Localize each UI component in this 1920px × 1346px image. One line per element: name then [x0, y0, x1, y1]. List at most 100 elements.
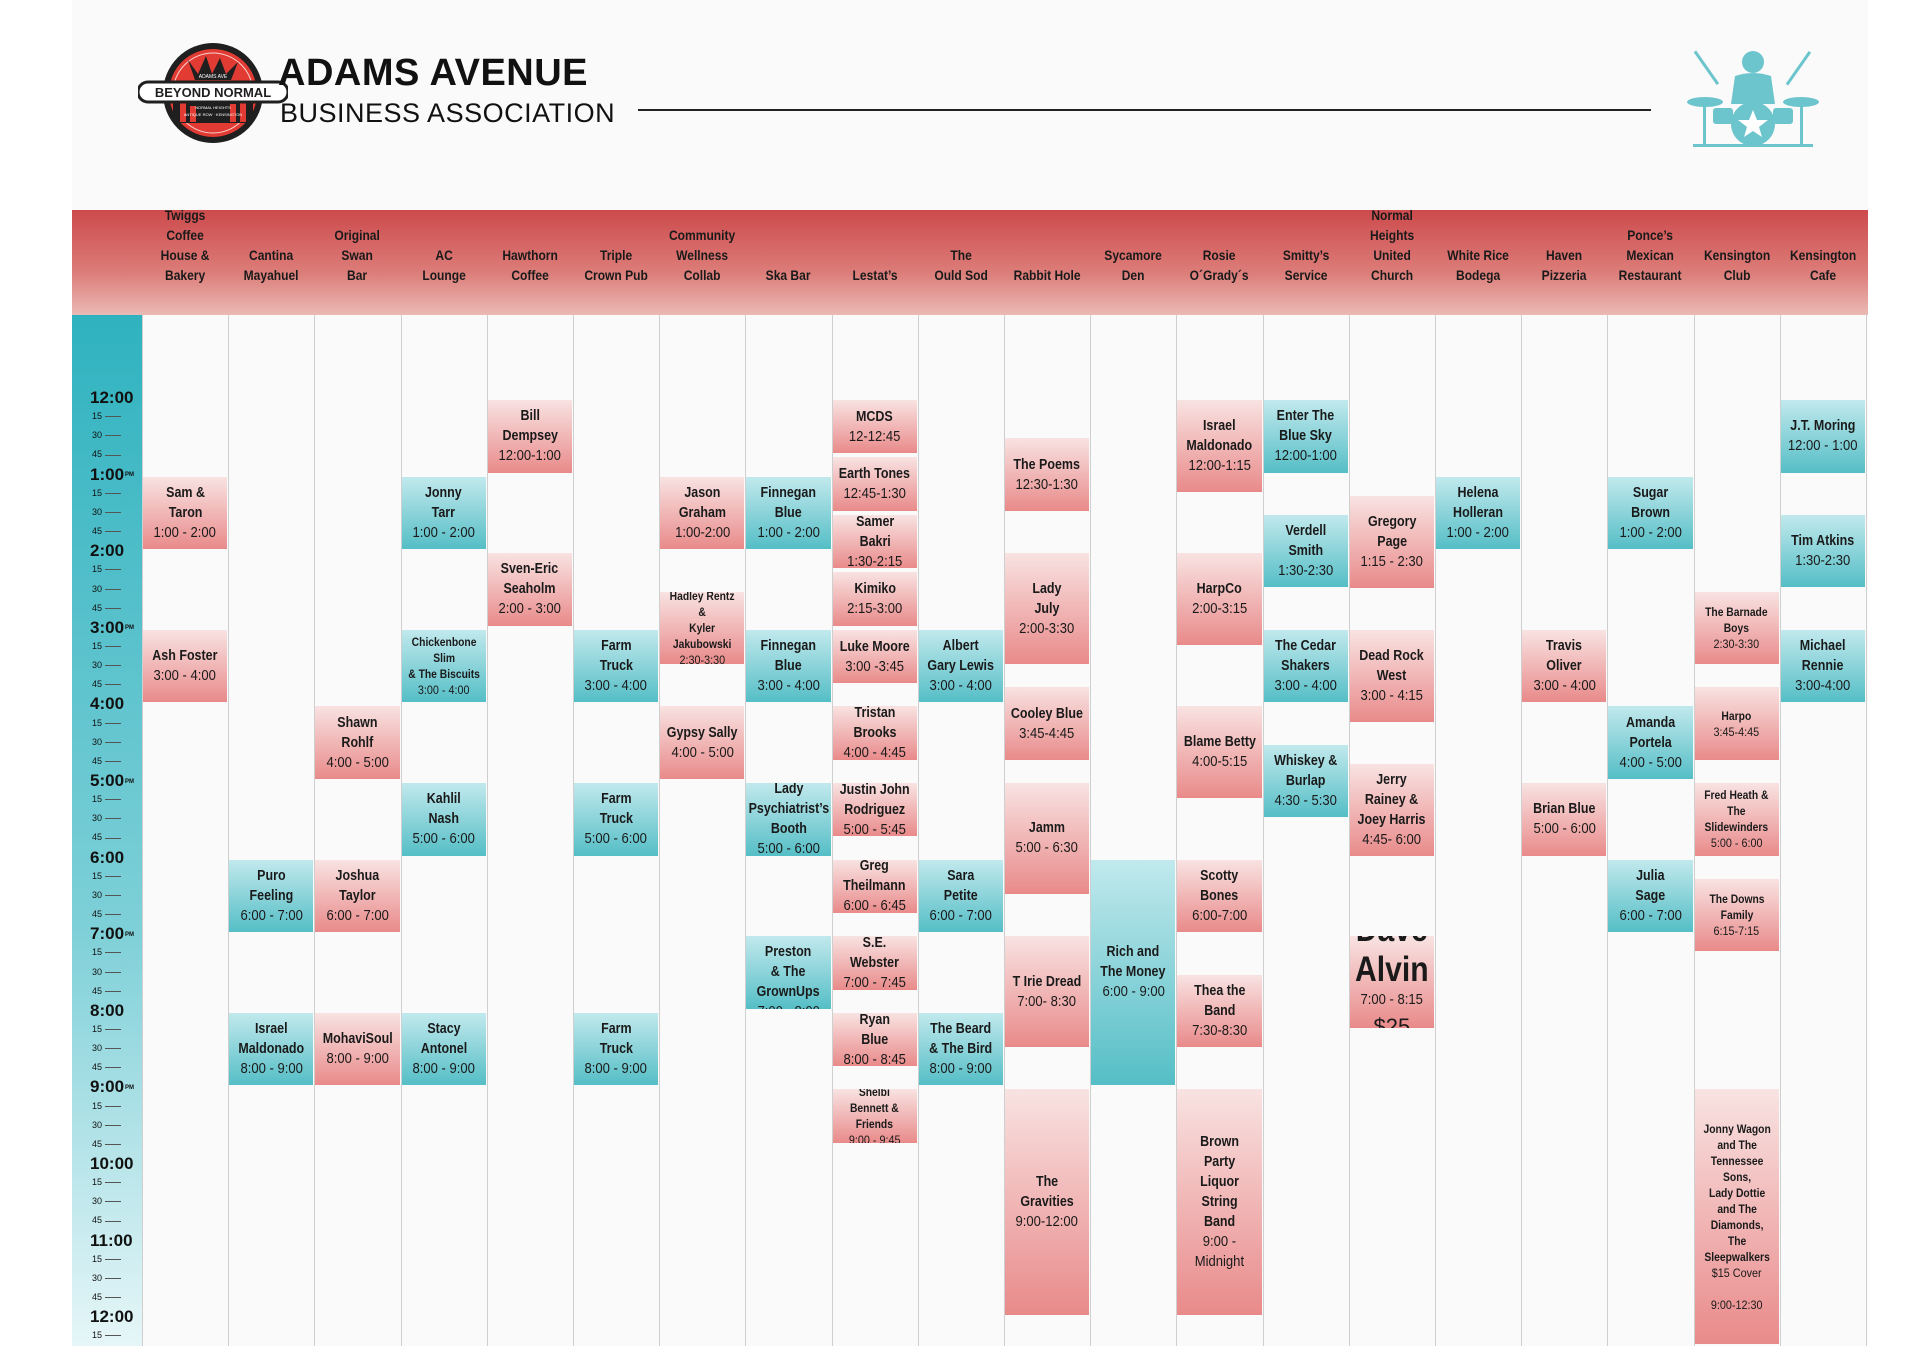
event-whiskey-burlap[interactable]: Whiskey & Burlap 4:30 - 5:30 [1263, 744, 1348, 818]
event-farm-truck[interactable]: Farm Truck 3:00 - 4:00 [574, 629, 659, 703]
event-time: 8:00 - 9:00 [240, 1061, 303, 1078]
event-performer: Verdell Smith [1285, 523, 1327, 560]
event-brian-blue[interactable]: Brian Blue 5:00 - 6:00 [1522, 783, 1607, 856]
pm-marker: PM [125, 931, 135, 938]
venue-header-the-ould-sod: The Ould Sod [934, 247, 988, 283]
venue-header-ska-bar: Ska Bar [766, 267, 811, 283]
event-finnegan-blue[interactable]: Finnegan Blue 1:00 - 2:00 [746, 476, 831, 550]
event-brown-party-liquor-string-band[interactable]: Brown Party Liquor String Band 9:00 - Mid… [1177, 1089, 1262, 1316]
quarter-tick: 45 [92, 756, 132, 766]
event-israel-maldonado[interactable]: Israel Maldonado 8:00 - 9:00 [229, 1012, 314, 1086]
event-sara-petite[interactable]: Sara Petite 6:00 - 7:00 [918, 859, 1003, 933]
event-time: 1:00-2:00 [674, 524, 730, 541]
event-thea-the-band[interactable]: Thea the Band 7:30-8:30 [1177, 974, 1262, 1048]
event-kimiko[interactable]: Kimiko 2:15-3:00 [832, 572, 917, 626]
event-sam-taron[interactable]: Sam & Taron 1:00 - 2:00 [143, 476, 228, 550]
event-dead-rock-west[interactable]: Dead Rock West 3:00 - 4:15 [1349, 629, 1434, 722]
event-mcds[interactable]: MCDS 12-12:45 [832, 400, 917, 454]
event-lady-psychiatrist-s-booth[interactable]: Lady Psychiatrist’s Booth 5:00 - 6:00 [746, 783, 831, 856]
event-scotty-bones[interactable]: Scotty Bones 6:00-7:00 [1177, 859, 1262, 933]
event-helena-holleran[interactable]: Helena Holleran 1:00 - 2:00 [1436, 476, 1521, 550]
event-albert-gary-lewis[interactable]: Albert Gary Lewis 3:00 - 4:00 [918, 629, 1003, 703]
event-tristan-brooks[interactable]: Tristan Brooks 4:00 - 4:45 [832, 706, 917, 760]
event-performer: The Barnade Boys [1705, 604, 1768, 635]
event-justin-john-rodriguez[interactable]: Justin John Rodriguez 5:00 - 5:45 [832, 783, 917, 837]
quarter-tick: 45 [92, 1292, 132, 1302]
event-cooley-blue[interactable]: Cooley Blue 3:45-4:45 [1005, 687, 1090, 760]
event-shawn-rohlf[interactable]: Shawn Rohlf 4:00 - 5:00 [315, 706, 400, 779]
event-performer: Whiskey & Burlap [1274, 752, 1338, 789]
event-jerry-rainey-joey-harris[interactable]: Jerry Rainey & Joey Harris 4:45- 6:00 [1349, 763, 1434, 856]
event-time: 6:00 - 7:00 [240, 907, 303, 924]
event-greg-theilmann[interactable]: Greg Theilmann 6:00 - 6:45 [832, 859, 917, 914]
event-tim-atkins[interactable]: Tim Atkins 1:30-2:30 [1780, 514, 1865, 588]
event-finnegan-blue[interactable]: Finnegan Blue 3:00 - 4:00 [746, 629, 831, 703]
event-s-e-webster[interactable]: S.E. Webster 7:00 - 7:45 [832, 936, 917, 990]
event-fred-heath-the-slidewinders[interactable]: Fred Heath & The Slidewinders 5:00 - 6:00 [1694, 783, 1779, 856]
event-israel-maldonado[interactable]: Israel Maldonado 12:00-1:15 [1177, 400, 1262, 492]
event-ash-foster[interactable]: Ash Foster 3:00 - 4:00 [143, 629, 228, 703]
event-the-cedar-shakers[interactable]: The Cedar Shakers 3:00 - 4:00 [1263, 629, 1348, 703]
event-t-irie-dread[interactable]: T Irie Dread 7:00- 8:30 [1005, 936, 1090, 1048]
event-harpo[interactable]: Harpo 3:45-4:45 [1694, 687, 1779, 760]
event-jonny-tarr[interactable]: Jonny Tarr 1:00 - 2:00 [401, 476, 486, 550]
event-travis-oliver[interactable]: Travis Oliver 3:00 - 4:00 [1522, 629, 1607, 703]
event-hadley-rentz-kyler-jakubowski[interactable]: Hadley Rentz & Kyler Jakubowski 2:30-3:30 [660, 591, 745, 665]
event-farm-truck[interactable]: Farm Truck 8:00 - 9:00 [574, 1012, 659, 1086]
event-mohavisoul[interactable]: MohaviSoul 8:00 - 9:00 [315, 1012, 400, 1086]
quarter-tick: 30 [92, 584, 132, 594]
event-jonny-wagon-and-the-tennessee-sons-lady-dottie-and-the-diamonds-the-sleepwalkers[interactable]: Jonny Wagon and The Tennessee Sons, Lady… [1694, 1089, 1779, 1344]
event-sugar-brown[interactable]: Sugar Brown 1:00 - 2:00 [1608, 476, 1693, 550]
event-samer-bakri[interactable]: Samer Bakri 1:30-2:15 [832, 514, 917, 569]
event-the-beard-the-bird[interactable]: The Beard & The Bird 8:00 - 9:00 [918, 1012, 1003, 1086]
event-the-poems[interactable]: The Poems 12:30-1:30 [1005, 438, 1090, 511]
event-julia-sage[interactable]: Julia Sage 6:00 - 7:00 [1608, 859, 1693, 933]
event-blame-betty[interactable]: Blame Betty 4:00-5:15 [1177, 706, 1262, 799]
event-j-t-moring[interactable]: J.T. Moring 12:00 - 1:00 [1780, 400, 1865, 473]
event-performer: Enter The Blue Sky [1276, 408, 1335, 445]
event-ryan-blue[interactable]: Ryan Blue 8:00 - 8:45 [832, 1012, 917, 1067]
event-shelbi-bennett-friends[interactable]: Shelbi Bennett & Friends 9:00 - 9:45 [832, 1089, 917, 1143]
event-sven-eric-seaholm[interactable]: Sven-Eric Seaholm 2:00 - 3:00 [487, 553, 572, 626]
event-jason-graham[interactable]: Jason Graham 1:00-2:00 [660, 476, 745, 550]
event-chickenbone-slim-the-biscuits[interactable]: Chickenbone Slim & The Biscuits 3:00 - 4:… [401, 629, 486, 703]
event-bill-dempsey[interactable]: Bill Dempsey 12:00-1:00 [487, 400, 572, 473]
event-earth-tones[interactable]: Earth Tones 12:45-1:30 [832, 457, 917, 511]
event-the-gravities[interactable]: The Gravities 9:00-12:00 [1005, 1089, 1090, 1316]
event-time: 6:15-7:15 [1713, 924, 1760, 939]
event-lady-july[interactable]: Lady July 2:00-3:30 [1005, 553, 1090, 665]
event-kahlil-nash[interactable]: Kahlil Nash 5:00 - 6:00 [401, 783, 486, 856]
event-luke-moore[interactable]: Luke Moore 3:00 -3:45 [832, 629, 917, 684]
event-stacy-antonel[interactable]: Stacy Antonel 8:00 - 9:00 [401, 1012, 486, 1086]
quarter-tick: 15 [92, 1330, 132, 1340]
event-verdell-smith[interactable]: Verdell Smith 1:30-2:30 [1263, 514, 1348, 588]
event-time: 1:00 - 2:00 [1619, 524, 1682, 541]
event-the-barnade-boys[interactable]: The Barnade Boys 2:30-3:30 [1694, 591, 1779, 665]
event-enter-the-blue-sky[interactable]: Enter The Blue Sky 12:00-1:00 [1263, 400, 1348, 473]
pm-marker: PM [125, 625, 135, 632]
venue-header-kensington-cafe: Kensington Cafe [1789, 247, 1857, 283]
event-puro-feeling[interactable]: Puro Feeling 6:00 - 7:00 [229, 859, 314, 933]
event-michael-rennie[interactable]: Michael Rennie 3:00-4:00 [1780, 629, 1865, 703]
event-time: 1:30-2:30 [1278, 563, 1334, 580]
event-jamm[interactable]: Jamm 5:00 - 6:30 [1005, 783, 1090, 894]
event-amanda-portela[interactable]: Amanda Portela 4:00 - 5:00 [1608, 706, 1693, 779]
event-time: 7:00- 8:30 [1017, 993, 1077, 1010]
event-gregory-page[interactable]: Gregory Page 1:15 - 2:30 [1349, 495, 1434, 588]
event-gypsy-sally[interactable]: Gypsy Sally 4:00 - 5:00 [660, 706, 745, 779]
event-the-downs-family[interactable]: The Downs Family 6:15-7:15 [1694, 878, 1779, 952]
event-harpco[interactable]: HarpCo 2:00-3:15 [1177, 553, 1262, 645]
event-farm-truck[interactable]: Farm Truck 5:00 - 6:00 [574, 783, 659, 856]
org-title: ADAMS AVENUE [278, 52, 589, 94]
hour-label: 12:00 [90, 388, 134, 407]
event-rich-and-the-money[interactable]: Rich and The Money 6:00 - 9:00 [1091, 859, 1176, 1086]
event-time: 4:00 - 4:45 [843, 745, 906, 760]
event-joshua-taylor[interactable]: Joshua Taylor 6:00 - 7:00 [315, 859, 400, 933]
event-time: 12:00-1:00 [1274, 448, 1337, 465]
event-time: 2:00-3:30 [1019, 620, 1075, 637]
event-performer: Harpo [1721, 708, 1752, 723]
event-time: 4:30 - 5:30 [1274, 792, 1337, 809]
quarter-tick: 30 [92, 1273, 132, 1283]
event-dave-preston-the-grownups[interactable]: Dave Preston & The GrownUps7:00 - 8:00 [746, 936, 831, 1009]
